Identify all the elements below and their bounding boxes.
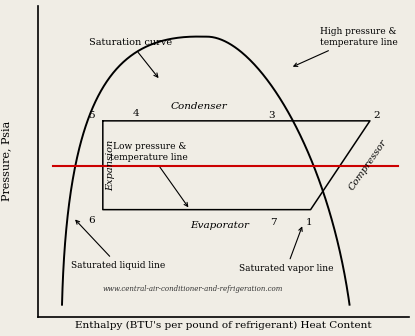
X-axis label: Enthalpy (BTU's per pound of refrigerant) Heat Content: Enthalpy (BTU's per pound of refrigerant…	[75, 321, 372, 330]
Text: 3: 3	[269, 111, 275, 120]
Text: Low pressure &
temperature line: Low pressure & temperature line	[110, 142, 188, 206]
Text: 2: 2	[374, 111, 380, 120]
Text: 5: 5	[88, 111, 95, 120]
Text: 1: 1	[305, 218, 312, 226]
Text: Condenser: Condenser	[171, 102, 228, 111]
Text: 6: 6	[88, 216, 95, 225]
Text: 7: 7	[270, 218, 277, 226]
Text: High pressure &
temperature line: High pressure & temperature line	[294, 27, 398, 67]
Text: Expansion: Expansion	[106, 140, 115, 191]
Text: Saturation curve: Saturation curve	[89, 38, 172, 77]
Text: Evaporator: Evaporator	[190, 221, 249, 230]
Text: 4: 4	[133, 110, 139, 119]
Text: Saturated liquid line: Saturated liquid line	[71, 220, 166, 270]
Text: Compressor: Compressor	[348, 138, 389, 193]
Text: www.central-air-conditioner-and-refrigeration.com: www.central-air-conditioner-and-refriger…	[103, 285, 283, 293]
Text: Pressure, Psia: Pressure, Psia	[1, 121, 11, 202]
Text: Saturated vapor line: Saturated vapor line	[239, 227, 334, 273]
